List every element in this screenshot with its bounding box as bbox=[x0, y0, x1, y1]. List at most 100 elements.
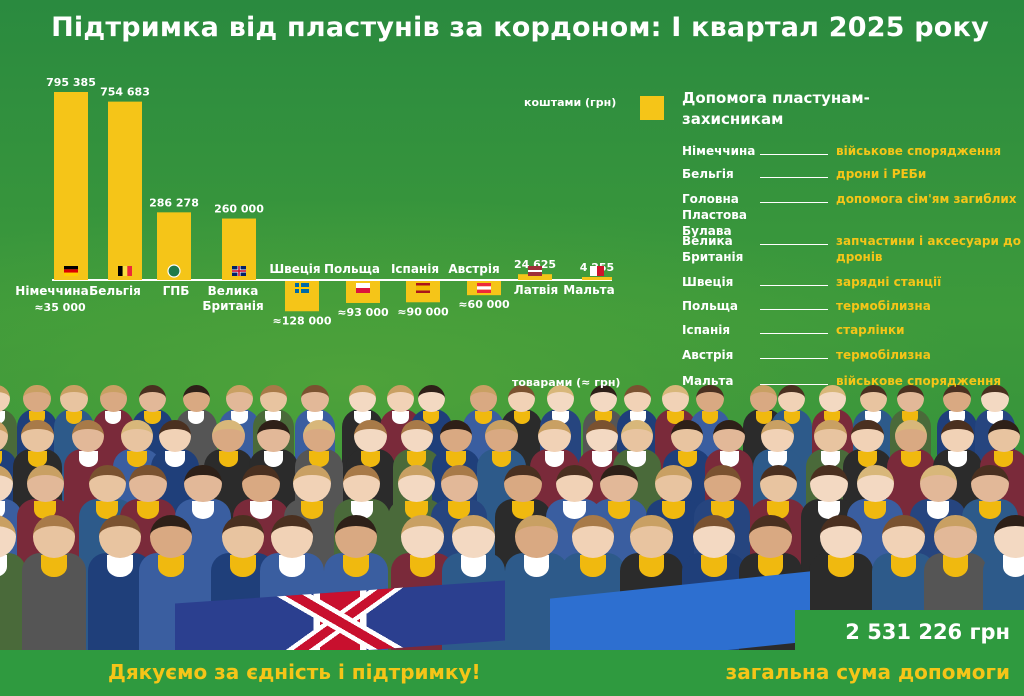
person-head bbox=[98, 515, 142, 558]
legend-help: допомога сім'ям загиблих bbox=[836, 192, 1017, 206]
legend-help: зарядні станції bbox=[836, 275, 942, 289]
scarf bbox=[0, 555, 8, 577]
scarf bbox=[105, 410, 122, 425]
money-axis-caption: коштами (грн) bbox=[524, 96, 617, 109]
person-head bbox=[120, 420, 154, 453]
person-head bbox=[242, 465, 280, 503]
scarf bbox=[96, 500, 119, 520]
page-title: Підтримка від пластунів за кордоном: І к… bbox=[51, 12, 989, 43]
scarf bbox=[188, 410, 205, 425]
person-head bbox=[859, 385, 887, 413]
flag-es-icon bbox=[416, 283, 430, 293]
scarf bbox=[607, 500, 631, 520]
scarf bbox=[0, 410, 6, 425]
person-head bbox=[819, 515, 863, 558]
scarf bbox=[864, 500, 887, 520]
scarf bbox=[33, 500, 57, 520]
scarf bbox=[627, 450, 647, 467]
total-amount: 2 531 226 грн bbox=[845, 620, 1010, 644]
scarf bbox=[491, 450, 512, 467]
scarf bbox=[0, 450, 2, 467]
total-caption: загальна сума допомоги bbox=[725, 660, 1010, 684]
scarf bbox=[947, 450, 968, 467]
scarf bbox=[701, 410, 719, 425]
person-head bbox=[182, 385, 210, 413]
scarf bbox=[41, 555, 67, 577]
legend-leader-line bbox=[760, 358, 828, 359]
person-head bbox=[149, 515, 193, 558]
person-head bbox=[138, 385, 167, 413]
person-head bbox=[585, 420, 618, 453]
scarf bbox=[249, 500, 273, 520]
person-head bbox=[212, 420, 245, 453]
flag-de-icon bbox=[64, 266, 78, 276]
legend-help: дрони і РЕБи bbox=[836, 167, 927, 181]
person-head bbox=[0, 465, 13, 503]
scarf bbox=[144, 410, 161, 425]
legend-title: Допомога пластунам-захисникам bbox=[682, 89, 870, 128]
scarf bbox=[994, 450, 1014, 467]
person-head bbox=[654, 465, 693, 503]
person-head bbox=[440, 420, 473, 453]
legend-leader-line bbox=[760, 177, 828, 178]
person-head bbox=[600, 465, 638, 503]
person-head bbox=[882, 515, 925, 558]
scarf bbox=[711, 500, 734, 520]
person-head bbox=[778, 385, 806, 413]
scarf bbox=[783, 410, 800, 425]
scarf bbox=[820, 450, 841, 467]
bar-money-de bbox=[54, 92, 88, 280]
scarf bbox=[423, 410, 440, 425]
legend-country: Іспанія bbox=[682, 323, 731, 337]
person-head bbox=[555, 465, 594, 503]
goods-axis-caption: товарами (≈ грн) bbox=[512, 376, 621, 389]
bar-money-be bbox=[108, 101, 142, 280]
person-head bbox=[401, 515, 444, 558]
person-head bbox=[129, 465, 167, 503]
category-label-de: Німеччина bbox=[15, 284, 88, 298]
scarf bbox=[279, 555, 305, 577]
scarf bbox=[544, 450, 565, 467]
scarf bbox=[158, 555, 184, 577]
person-head bbox=[810, 465, 848, 503]
scarf bbox=[475, 410, 492, 425]
person-head bbox=[348, 385, 376, 413]
goods-value-label: ≈35 000 bbox=[34, 301, 86, 314]
category-label-pl: Польща bbox=[324, 262, 380, 276]
category-label-gpb: ГПБ bbox=[163, 284, 190, 298]
person-head bbox=[630, 515, 673, 558]
scarf bbox=[360, 450, 381, 467]
scarf bbox=[65, 410, 83, 425]
person-head bbox=[934, 515, 977, 558]
person-head bbox=[400, 420, 433, 453]
legend-country: Австрія bbox=[682, 348, 734, 362]
person-head bbox=[270, 515, 314, 558]
person-head bbox=[0, 385, 11, 413]
thanks-text: Дякуємо за єдність і підтримку! bbox=[108, 660, 481, 684]
person-head bbox=[987, 420, 1020, 453]
scarf bbox=[78, 450, 98, 467]
person-head bbox=[713, 420, 746, 453]
person-head bbox=[88, 465, 126, 503]
person-head bbox=[184, 465, 222, 503]
person-head bbox=[0, 515, 16, 558]
category-label-es: Іспанія bbox=[391, 262, 439, 276]
scarf bbox=[857, 450, 878, 467]
scarf bbox=[890, 555, 917, 577]
person-head bbox=[538, 420, 571, 453]
scarf bbox=[27, 450, 48, 467]
legend-country: Німеччина bbox=[682, 144, 756, 158]
scarf bbox=[350, 500, 373, 520]
person-head bbox=[32, 515, 76, 558]
category-label-be: Бельгія bbox=[89, 284, 141, 298]
person-head bbox=[749, 515, 792, 558]
scarf bbox=[638, 555, 665, 577]
person-head bbox=[571, 515, 615, 558]
bar-money-lv bbox=[518, 274, 552, 280]
money-value-label: 286 278 bbox=[149, 196, 199, 209]
money-value-label: 24 625 bbox=[514, 258, 556, 271]
legend-leader-line bbox=[760, 384, 828, 385]
footer-bar bbox=[0, 650, 1024, 696]
goods-value-label: ≈90 000 bbox=[397, 305, 449, 318]
person-head bbox=[72, 420, 105, 453]
